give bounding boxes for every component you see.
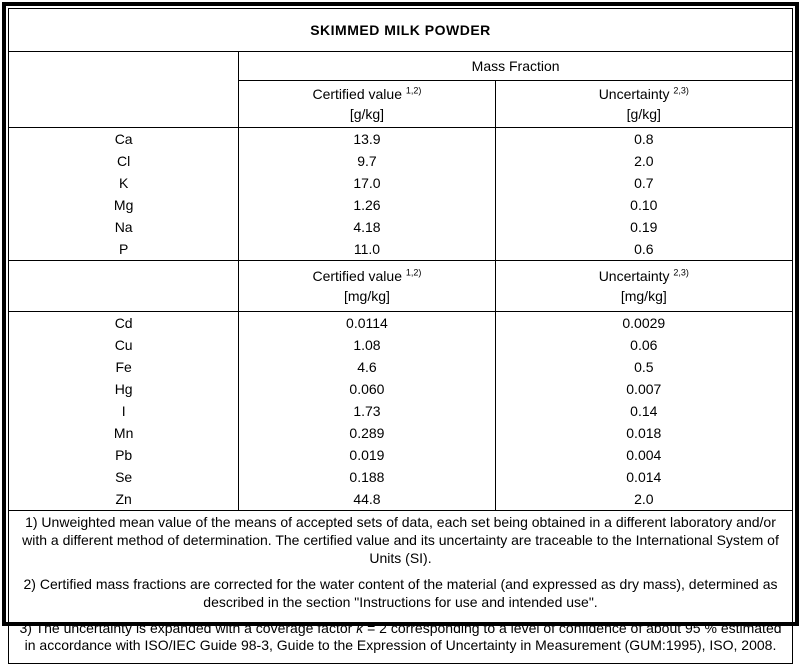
uncertainty-cell: 0.0029: [494, 311, 794, 334]
certified-value-footnote-ref: 1,2): [405, 267, 422, 278]
table-row-se: Se 0.188 0.014: [7, 466, 794, 488]
uncertainty-unit: [g/kg]: [626, 106, 661, 122]
table-row-ca: Ca 13.9 0.8: [7, 127, 794, 150]
element-symbol-cell: Pb: [7, 444, 240, 466]
element-symbol-cell: Cd: [7, 311, 240, 334]
certified-value-cell: 11.0: [238, 238, 496, 261]
certified-value-cell: 0.019: [238, 444, 496, 466]
certified-value-cell: 0.0114: [238, 311, 496, 334]
uncertainty-label: Uncertainty: [598, 85, 670, 102]
certified-value-footnote-ref: 1,2): [405, 85, 422, 96]
uncertainty-cell: 0.018: [494, 422, 794, 444]
table-row-cu: Cu 1.08 0.06: [7, 334, 794, 356]
element-symbol-cell: Hg: [7, 378, 240, 400]
element-symbol-cell: Na: [7, 216, 240, 238]
certified-value-cell: 0.188: [238, 466, 496, 488]
element-symbol-cell: Cl: [7, 150, 240, 172]
uncertainty-cell: 0.8: [494, 127, 794, 150]
uncertainty-cell: 0.19: [494, 216, 794, 238]
table-row-cl: Cl 9.7 2.0: [7, 150, 794, 172]
column-header-row-gkg: Certified value 1,2) [g/kg] Uncertainty …: [9, 80, 794, 128]
certified-value-cell: 44.8: [238, 488, 496, 511]
uncertainty-cell: 0.014: [494, 466, 794, 488]
column-header-row-mgkg: Certified value 1,2) [mg/kg] Uncertainty…: [7, 260, 794, 312]
uncertainty-footnote-ref: 2,3): [673, 85, 689, 96]
footnotes-section: 1) Unweighted mean value of the means of…: [8, 509, 793, 664]
certified-value-cell: 9.7: [238, 150, 496, 172]
certified-value-cell: 1.73: [238, 400, 496, 422]
element-symbol-cell: Ca: [7, 127, 240, 150]
mass-fraction-header: Mass Fraction: [238, 51, 793, 81]
element-symbol-cell: P: [7, 238, 240, 261]
uncertainty-header-gkg: Uncertainty 2,3) [g/kg]: [494, 80, 794, 128]
element-symbol-cell: Mn: [7, 422, 240, 444]
element-symbol-cell: Mg: [7, 194, 240, 216]
uncertainty-cell: 0.5: [494, 356, 794, 378]
table-row-hg: Hg 0.060 0.007: [7, 378, 794, 400]
footnote-1: 1) Unweighted mean value of the means of…: [22, 514, 779, 566]
table-row-pb: Pb 0.019 0.004: [7, 444, 794, 466]
certified-value-cell: 0.289: [238, 422, 496, 444]
certified-value-unit: [g/kg]: [349, 106, 385, 122]
title-row: SKIMMED MILK POWDER: [8, 8, 793, 52]
certified-value-cell: 0.060: [238, 378, 496, 400]
table-row-na: Na 4.18 0.19: [7, 216, 794, 238]
table-row-zn: Zn 44.8 2.0: [7, 488, 794, 511]
uncertainty-cell: 0.7: [494, 172, 794, 194]
footnote-2: 2) Certified mass fractions are correcte…: [23, 575, 778, 610]
certified-value-unit: [mg/kg]: [343, 288, 390, 304]
element-symbol-cell: Fe: [7, 356, 240, 378]
table-row-cd: Cd 0.0114 0.0029: [7, 311, 794, 334]
group-header-row: Mass Fraction: [7, 51, 793, 128]
uncertainty-cell: 0.004: [494, 444, 794, 466]
certified-value-cell: 17.0: [238, 172, 496, 194]
element-symbol-cell: Cu: [7, 334, 240, 356]
certified-value-header-mgkg: Certified value 1,2) [mg/kg]: [238, 260, 496, 312]
uncertainty-unit: [mg/kg]: [620, 288, 667, 304]
uncertainty-header-mgkg: Uncertainty 2,3) [mg/kg]: [494, 260, 794, 312]
certified-value-cell: 13.9: [238, 127, 496, 150]
uncertainty-cell: 2.0: [494, 150, 794, 172]
element-column-blank-cell: [7, 260, 240, 312]
certified-value-cell: 4.6: [238, 356, 496, 378]
uncertainty-cell: 0.6: [494, 238, 794, 261]
element-symbol-cell: Zn: [7, 488, 240, 511]
uncertainty-label: Uncertainty: [598, 267, 670, 284]
table-row-mn: Mn 0.289 0.018: [7, 422, 794, 444]
certified-value-cell: 1.08: [238, 334, 496, 356]
table-row-fe: Fe 4.6 0.5: [7, 356, 794, 378]
table-row-k: K 17.0 0.7: [7, 172, 794, 194]
table-row-mg: Mg 1.26 0.10: [7, 194, 794, 216]
page-title: SKIMMED MILK POWDER: [8, 8, 793, 52]
element-symbol-cell: K: [7, 172, 240, 194]
table-row-p: P 11.0 0.6: [7, 238, 794, 261]
element-symbol-cell: Se: [7, 466, 240, 488]
table-row-i: I 1.73 0.14: [7, 400, 794, 422]
uncertainty-cell: 0.14: [494, 400, 794, 422]
uncertainty-footnote-ref: 2,3): [673, 267, 689, 278]
uncertainty-cell: 0.10: [494, 194, 794, 216]
uncertainty-cell: 0.06: [494, 334, 794, 356]
element-symbol-cell: I: [7, 400, 240, 422]
certified-values-table: SKIMMED MILK POWDER Mass Fraction Certif…: [7, 8, 794, 664]
certified-value-cell: 1.26: [238, 194, 496, 216]
certified-value-label: Certified value: [312, 267, 402, 284]
uncertainty-cell: 2.0: [494, 488, 794, 511]
uncertainty-cell: 0.007: [494, 378, 794, 400]
certified-value-label: Certified value: [312, 85, 402, 102]
certified-value-cell: 4.18: [238, 216, 496, 238]
footnotes-row: 1) Unweighted mean value of the means of…: [8, 509, 793, 664]
element-column-blank-cell: [7, 51, 240, 128]
footnote-3: 3) The uncertainty is expanded with a co…: [19, 619, 782, 654]
certified-value-header-gkg: Certified value 1,2) [g/kg]: [238, 80, 496, 128]
